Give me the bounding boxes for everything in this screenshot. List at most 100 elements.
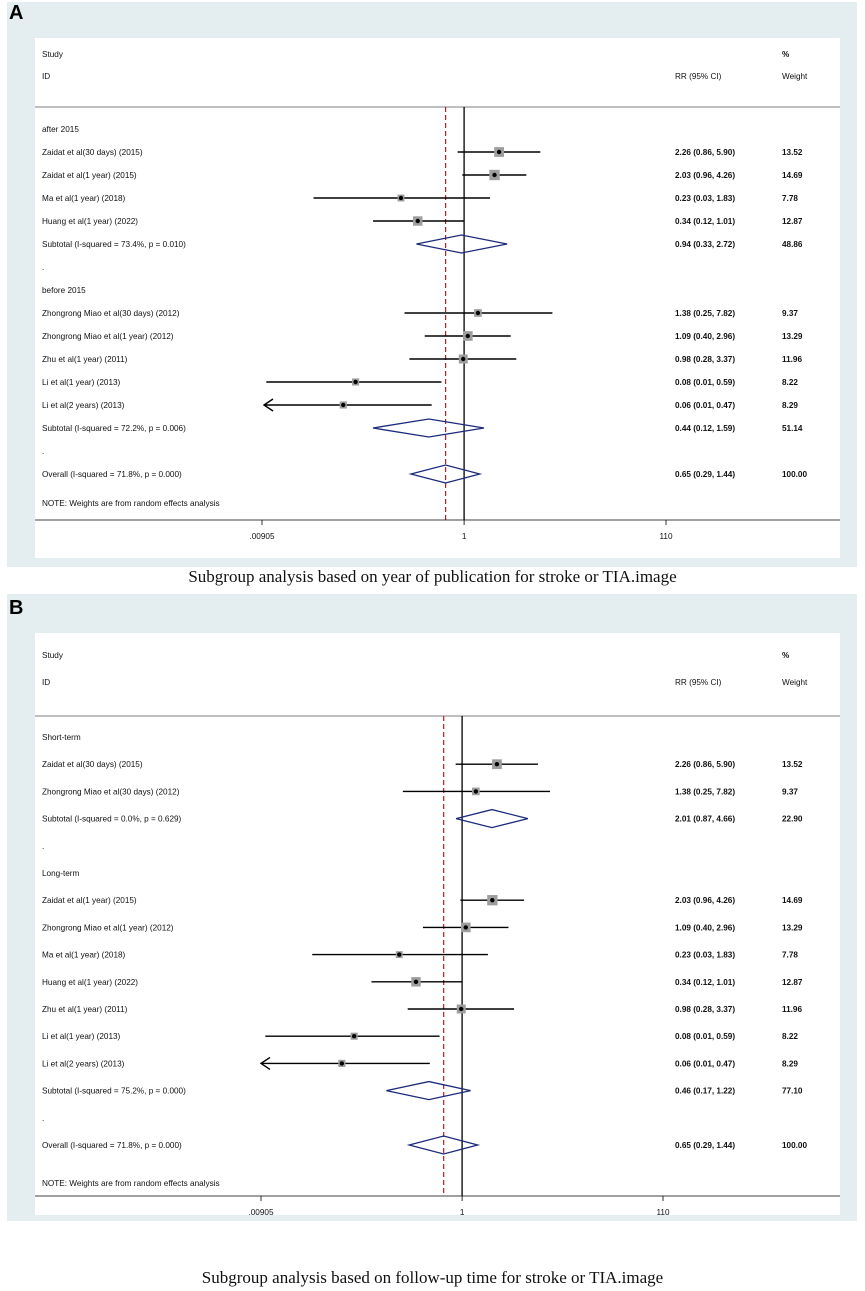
subgroup-heading: Long-term xyxy=(42,869,79,878)
study-rr-ci-value: 0.08 (0.01, 0.59) xyxy=(675,1032,735,1041)
study-point-estimate xyxy=(415,218,420,224)
study-rr-ci-value: 0.08 (0.01, 0.59) xyxy=(675,378,735,387)
study-label: Zaidat et al(30 days) (2015) xyxy=(42,760,143,769)
study-label: Li et al(2 years) (2013) xyxy=(42,401,125,410)
panel-a-plot-area: Study ID RR (95% CI)% Weight after 2015 Zaida… xyxy=(35,38,840,558)
overall-diamond xyxy=(406,1135,481,1155)
study-point-estimate xyxy=(494,762,500,767)
study-point-estimate xyxy=(463,925,468,930)
study-weight-value: 12.87 xyxy=(782,217,803,226)
study-label: Zaidat et al(1 year) (2015) xyxy=(42,171,137,180)
study-point-estimate xyxy=(413,979,419,984)
x-axis-tick-label: 1 xyxy=(462,532,467,541)
header-weight-label: Weight xyxy=(782,72,808,81)
study-rr-ci-value: 0.23 (0.03, 1.83) xyxy=(675,194,735,203)
subtotal-label: Subtotal (I-squared = 0.0%, p = 0.629) xyxy=(42,815,182,824)
panel-a-caption: Subgroup analysis based on year of publi… xyxy=(188,567,677,586)
overall-rr-ci-value: 0.65 (0.29, 1.44) xyxy=(675,470,735,479)
study-point-estimate xyxy=(490,898,495,903)
subtotal-weight-value: 22.90 xyxy=(782,815,803,824)
study-weight-value: 13.52 xyxy=(782,760,803,769)
row-spacer-dot: . xyxy=(42,842,44,851)
overall-weight-value: 100.00 xyxy=(782,1141,807,1150)
panel-b-letter: B xyxy=(9,597,24,619)
header-percent-label: % xyxy=(782,50,790,59)
study-weight-value: 12.87 xyxy=(782,978,803,987)
study-rr-ci-value: 0.34 (0.12, 1.01) xyxy=(675,217,735,226)
subgroup-heading: after 2015 xyxy=(42,125,79,134)
subtotal-weight-value: 48.86 xyxy=(782,240,803,249)
study-label: Zhu et al(1 year) (2011) xyxy=(42,1005,128,1014)
study-rr-ci-value: 0.23 (0.03, 1.83) xyxy=(675,951,735,960)
study-weight-value: 13.29 xyxy=(782,332,803,341)
study-label: Zhongrong Miao et al(1 year) (2012) xyxy=(42,332,174,341)
study-weight-value: 14.69 xyxy=(782,896,803,905)
row-spacer-dot: . xyxy=(42,447,44,456)
subgroup-heading: Short-term xyxy=(42,733,81,742)
study-point-estimate xyxy=(397,952,402,957)
study-label: Zhongrong Miao et al(30 days) (2012) xyxy=(42,787,180,796)
subtotal-diamond xyxy=(455,808,529,829)
study-point-estimate xyxy=(473,789,479,794)
subtotal-label: Subtotal (I-squared = 75.2%, p = 0.000) xyxy=(42,1087,186,1096)
study-rr-ci-value: 1.09 (0.40, 2.96) xyxy=(675,332,735,341)
study-rr-ci-value: 2.26 (0.86, 5.90) xyxy=(675,760,735,769)
subtotal-rr-ci-value: 0.44 (0.12, 1.59) xyxy=(675,424,735,433)
subtotal-rr-ci-value: 0.46 (0.17, 1.22) xyxy=(675,1087,735,1096)
study-label: Zhongrong Miao et al(1 year) (2012) xyxy=(42,923,174,932)
header-id-label: ID xyxy=(42,678,50,687)
study-rr-ci-value: 1.38 (0.25, 7.82) xyxy=(675,787,735,796)
study-point-estimate xyxy=(351,1034,357,1039)
study-rr-ci-value: 0.98 (0.28, 3.37) xyxy=(675,1005,735,1014)
overall-rr-ci-value: 0.65 (0.29, 1.44) xyxy=(675,1141,735,1150)
header-weight-label: Weight xyxy=(782,678,808,687)
study-label: Zhongrong Miao et al(30 days) (2012) xyxy=(42,309,180,318)
study-label: Huang et al(1 year) (2022) xyxy=(42,978,138,987)
header-id-label: ID xyxy=(42,72,50,81)
study-point-estimate xyxy=(496,149,502,155)
study-label: Zhu et al(1 year) (2011) xyxy=(42,355,128,364)
study-point-estimate xyxy=(492,172,497,178)
row-spacer-dot: . xyxy=(42,263,44,272)
x-axis-tick-label: .00905 xyxy=(248,1208,273,1215)
study-label: Huang et al(1 year) (2022) xyxy=(42,217,138,226)
study-rr-ci-value: 0.34 (0.12, 1.01) xyxy=(675,978,735,987)
subgroup-heading: before 2015 xyxy=(42,286,86,295)
study-weight-value: 13.52 xyxy=(782,148,803,157)
study-weight-value: 13.29 xyxy=(782,923,803,932)
study-label: Ma et al(1 year) (2018) xyxy=(42,194,126,203)
study-weight-value: 9.37 xyxy=(782,787,798,796)
header-rr-label: RR (95% CI) xyxy=(675,678,722,687)
header-study-label: Study xyxy=(42,651,64,660)
study-weight-value: 7.78 xyxy=(782,951,798,960)
study-rr-ci-value: 0.98 (0.28, 3.37) xyxy=(675,355,735,364)
study-rr-ci-value: 0.06 (0.01, 0.47) xyxy=(675,401,735,410)
weights-note: NOTE: Weights are from random effects an… xyxy=(42,499,220,508)
subtotal-diamond xyxy=(386,1080,471,1101)
subtotal-weight-value: 77.10 xyxy=(782,1087,803,1096)
study-label: Li et al(1 year) (2013) xyxy=(42,1032,121,1041)
row-spacer-dot: . xyxy=(42,1114,44,1123)
study-weight-value: 7.78 xyxy=(782,194,798,203)
study-rr-ci-value: 1.38 (0.25, 7.82) xyxy=(675,309,735,318)
ci-truncation-arrow xyxy=(259,1056,271,1070)
ci-truncation-arrow xyxy=(262,398,274,412)
header-rr-label: RR (95% CI) xyxy=(675,72,722,81)
overall-label: Overall (I-squared = 71.8%, p = 0.000) xyxy=(42,470,182,479)
study-label: Ma et al(1 year) (2018) xyxy=(42,951,126,960)
panel-a-letter: A xyxy=(9,2,24,24)
subtotal-diamond xyxy=(372,418,485,438)
header-percent-label: % xyxy=(782,651,790,660)
overall-diamond xyxy=(408,464,483,484)
header-study-label: Study xyxy=(42,50,64,59)
study-point-estimate xyxy=(353,379,358,385)
study-label: Zaidat et al(30 days) (2015) xyxy=(42,148,143,157)
subtotal-rr-ci-value: 2.01 (0.87, 4.66) xyxy=(675,815,735,824)
study-weight-value: 8.22 xyxy=(782,378,798,387)
study-rr-ci-value: 2.03 (0.96, 4.26) xyxy=(675,171,735,180)
subtotal-rr-ci-value: 0.94 (0.33, 2.72) xyxy=(675,240,735,249)
study-label: Zaidat et al(1 year) (2015) xyxy=(42,896,137,905)
panel-b-caption: Subgroup analysis based on follow-up tim… xyxy=(201,1268,664,1287)
subtotal-label: Subtotal (I-squared = 73.4%, p = 0.010) xyxy=(42,240,186,249)
forest-plot-a: Study ID RR (95% CI)% Weight after 2015 Zaida… xyxy=(35,50,840,541)
